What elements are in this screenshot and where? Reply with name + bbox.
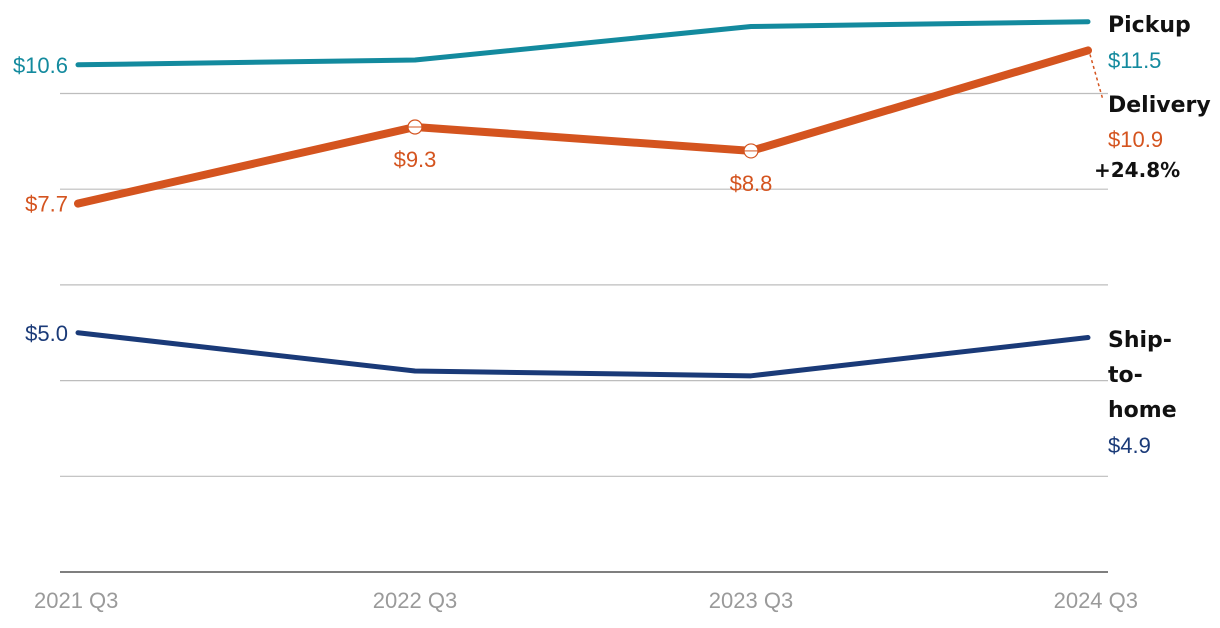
start-label-pickup: $10.6 — [13, 53, 68, 78]
series-line-pickup — [75, 19, 1091, 68]
series-line-delivery — [74, 46, 1092, 208]
series-lines — [74, 19, 1092, 379]
x-tick-label-3: 2024 Q3 — [1054, 588, 1138, 613]
data-labels: $10.6 $7.7 $5.0 $11.5 $9.3 $8.8 $10.9 $4.9 — [13, 48, 1163, 458]
series-name-pickup: Pickup — [1108, 13, 1191, 38]
series-line-ship-to-home — [75, 330, 1091, 379]
gridlines — [60, 92, 1108, 573]
start-label-ship-to-home: $5.0 — [25, 321, 68, 346]
delivery-mid-label-2: $8.8 — [730, 171, 773, 196]
delivery-mid-label-1: $9.3 — [394, 147, 437, 172]
x-axis: 2021 Q3 2022 Q3 2023 Q3 2024 Q3 — [34, 588, 1138, 613]
x-tick-label-1: 2022 Q3 — [373, 588, 457, 613]
end-label-delivery: $10.9 — [1108, 127, 1163, 152]
x-tick-label-0: 2021 Q3 — [34, 588, 118, 613]
start-label-delivery: $7.7 — [25, 192, 68, 217]
end-label-ship-to-home: $4.9 — [1108, 433, 1151, 458]
series-name-ship-to-home: Ship- to- home — [1108, 328, 1180, 423]
delivery-change-label: +24.8% — [1094, 158, 1180, 182]
x-tick-label-2: 2023 Q3 — [709, 588, 793, 613]
end-label-pickup: $11.5 — [1108, 48, 1161, 73]
delivery-leader-line — [1089, 54, 1104, 101]
series-name-delivery: Delivery — [1108, 93, 1211, 118]
